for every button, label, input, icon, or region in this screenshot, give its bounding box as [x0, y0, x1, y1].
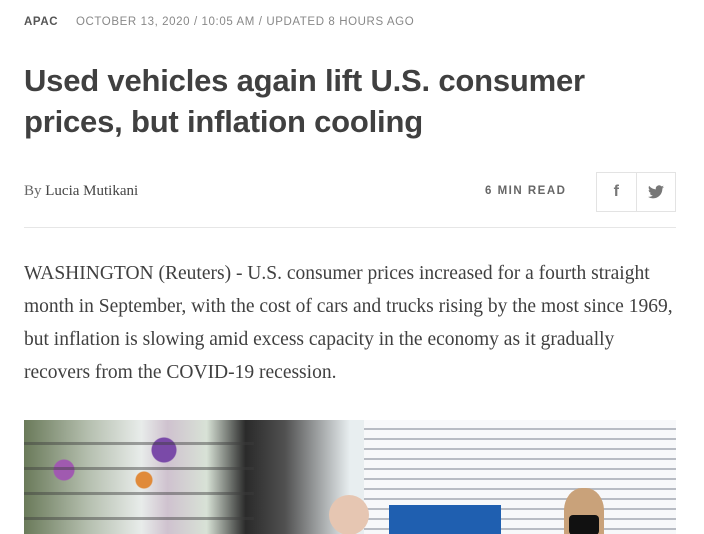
author-link[interactable]: Lucia Mutikani: [45, 183, 139, 199]
section-link[interactable]: APAC: [24, 16, 59, 28]
photo-person: [329, 495, 369, 534]
photo-shelves: [24, 420, 254, 534]
divider: [24, 227, 676, 228]
article-meta: APAC OCTOBER 13, 2020 / 10:05 AM / UPDAT…: [24, 16, 414, 28]
read-time: 6 MIN READ: [485, 185, 567, 197]
facebook-icon: f: [613, 183, 619, 200]
article-photo[interactable]: [24, 420, 676, 534]
byline: By Lucia Mutikani: [24, 183, 138, 200]
facebook-share-button[interactable]: f: [597, 173, 636, 211]
dateline: OCTOBER 13, 2020 / 10:05 AM / UPDATED 8 …: [75, 16, 415, 28]
article-lead-paragraph: WASHINGTON (Reuters) - U.S. consumer pri…: [24, 263, 673, 383]
photo-mask: [569, 515, 599, 534]
share-buttons: f: [596, 172, 676, 212]
twitter-icon: [647, 185, 664, 199]
byline-prefix: By: [24, 183, 42, 199]
twitter-share-button[interactable]: [635, 173, 676, 211]
photo-sign: [389, 505, 501, 534]
headline: Used vehicles again lift U.S. consumer p…: [24, 63, 585, 139]
